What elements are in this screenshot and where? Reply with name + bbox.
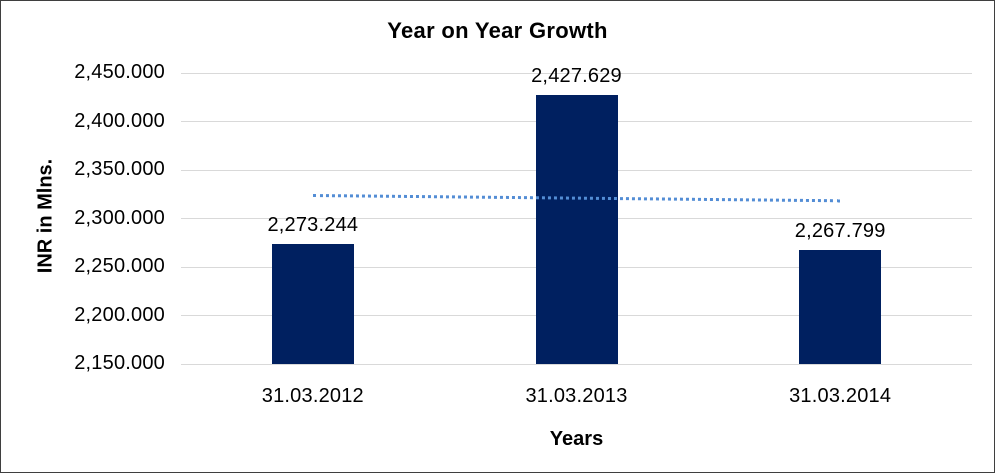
x-axis-title: Years xyxy=(549,428,604,450)
y-tick-label: 2,250.000 xyxy=(74,255,165,277)
y-tick-label: 2,300.000 xyxy=(74,206,165,229)
gridline xyxy=(181,363,972,365)
x-tick-label: 31.03.2013 xyxy=(525,385,628,407)
chart-title: Year on Year Growth xyxy=(387,18,608,43)
bar-value-label: 2,427.629 xyxy=(531,64,622,87)
y-tick-label: 2,200.000 xyxy=(74,303,165,326)
bar xyxy=(535,94,618,364)
bar-value-label: 2,273.244 xyxy=(267,214,359,237)
bar xyxy=(271,244,354,364)
y-tick-label: 2,400.000 xyxy=(74,109,165,132)
bar xyxy=(799,249,882,364)
gridline xyxy=(181,72,972,74)
bar-value-label: 2,267.799 xyxy=(794,219,886,242)
x-tick-label: 31.03.2012 xyxy=(261,385,364,407)
x-tick-label: 31.03.2014 xyxy=(789,385,892,407)
y-tick-label: 2,350.000 xyxy=(74,158,165,180)
y-tick-label: 2,150.000 xyxy=(74,352,165,374)
y-tick-label: 2,450.000 xyxy=(74,61,165,83)
